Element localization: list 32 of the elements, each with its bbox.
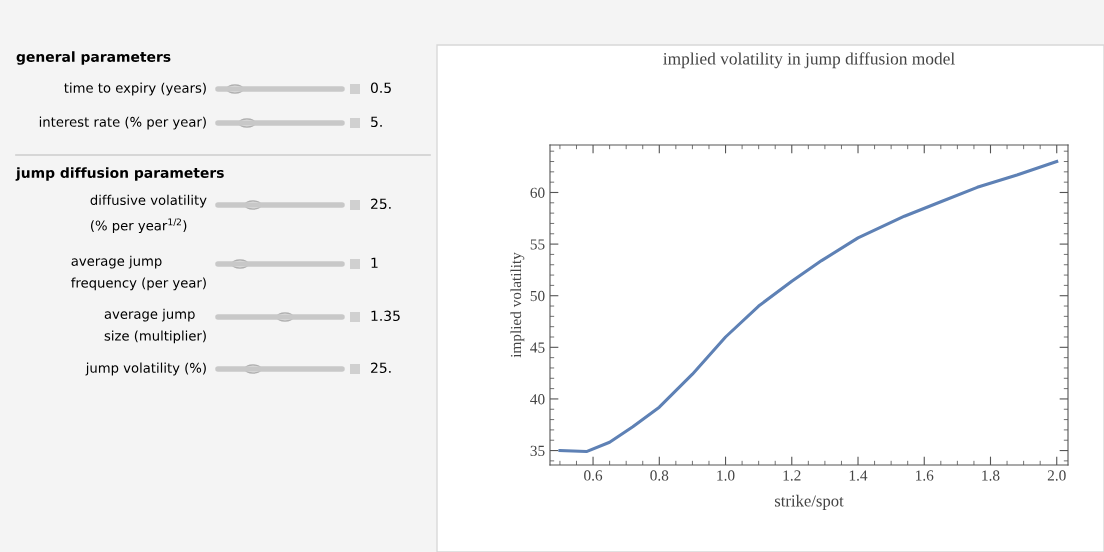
text: 5. [371, 116, 382, 128]
x-tick-label: 1.2 [783, 470, 801, 481]
x-tick-label: 0.8 [650, 470, 669, 481]
y-tick-label: 40 [530, 394, 545, 405]
x-tick-label: 2.0 [1047, 470, 1066, 481]
text: general parameters [16, 51, 171, 65]
text: 1 [371, 257, 378, 268]
y-axis-title: implied volatility [510, 252, 525, 358]
text: average jump size (multiplier) [104, 308, 206, 344]
chart-title: implied volatility in jump diffusion model [663, 52, 955, 69]
y-tick-label: 35 [530, 445, 545, 456]
text: jump volatility (%) [85, 362, 206, 376]
text: 1.35 [371, 310, 400, 322]
y-tick-label: 50 [530, 290, 545, 302]
text: average jump frequency (per year) [71, 255, 206, 291]
x-tick-label: 1.4 [849, 470, 868, 481]
x-tick-label: 1.0 [717, 470, 735, 481]
text: 25. [371, 362, 391, 374]
text: jump diffusion parameters [15, 167, 224, 181]
y-tick-label: 60 [530, 187, 545, 198]
x-tick-label: 0.6 [584, 470, 603, 481]
y-tick-label: 45 [530, 342, 545, 353]
x-tick-label: 1.6 [916, 470, 934, 481]
line-series [558, 159, 1059, 454]
text: 25. [371, 198, 391, 210]
text: time to expiry (years) [64, 82, 206, 96]
x-axis-title: strike/spot [774, 494, 844, 510]
text: diffusive volatility (% per year$^{1/2}$) [90, 194, 207, 234]
text: interest rate (% per year) [39, 116, 206, 130]
y-tick-label: 55 [530, 239, 545, 250]
x-tick-label: 1.8 [982, 470, 1000, 481]
text: 0.5 [370, 82, 391, 94]
